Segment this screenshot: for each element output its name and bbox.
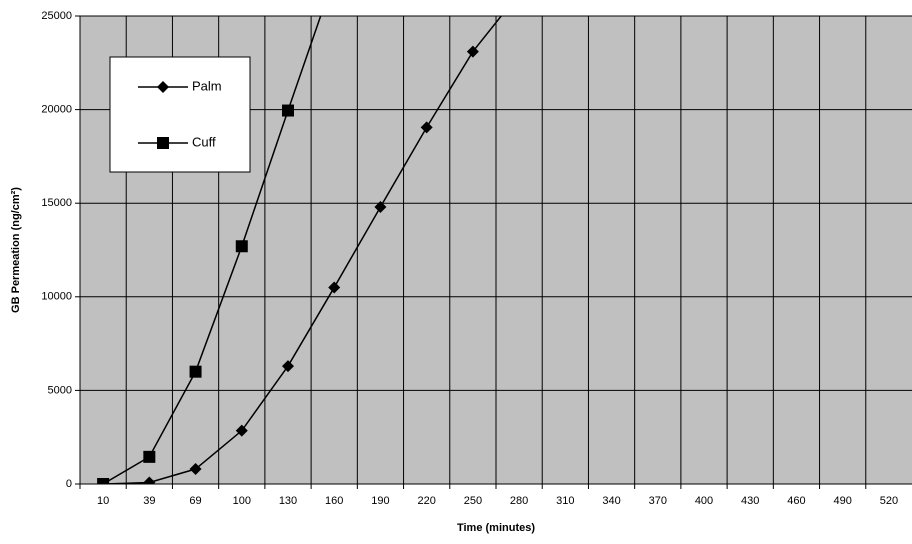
marker [157, 137, 169, 149]
legend [109, 56, 251, 173]
legend-label: Cuff [192, 134, 216, 149]
marker [235, 424, 248, 437]
x-tick-label: 69 [189, 495, 201, 507]
series-line [102, 16, 322, 484]
marker [189, 463, 202, 476]
x-tick-label: 490 [833, 495, 851, 507]
x-tick-label: 520 [880, 495, 898, 507]
y-tick-label: 20000 [41, 104, 72, 116]
x-tick-label: 430 [741, 495, 759, 507]
marker [157, 81, 169, 93]
x-tick-label: 340 [602, 495, 620, 507]
plot-series [97, 16, 503, 484]
legend-label: Palm [192, 78, 222, 93]
y-axis-label: GB Permeation (ng/cm²) [10, 187, 22, 313]
marker [420, 121, 433, 134]
marker [282, 104, 294, 117]
x-tick-label: 370 [649, 495, 667, 507]
y-tick-label: 5000 [48, 384, 72, 396]
marker [235, 240, 248, 253]
x-tick-label: 160 [325, 495, 343, 507]
marker [189, 365, 202, 378]
x-tick-label: 310 [556, 495, 574, 507]
marker [143, 450, 156, 463]
y-tick-label: 15000 [41, 197, 72, 209]
marker [282, 360, 294, 373]
x-axis-label: Time (minutes) [457, 522, 535, 534]
series-line [103, 16, 503, 484]
x-tick-label: 130 [279, 495, 297, 507]
x-tick-label: 460 [787, 495, 805, 507]
x-tick-label: 280 [510, 495, 528, 507]
x-tick-label: 220 [417, 495, 435, 507]
marker [328, 281, 341, 294]
y-tick-label: 10000 [41, 291, 72, 303]
marker [374, 200, 387, 213]
x-tick-label: 190 [371, 495, 389, 507]
x-tick-label: 39 [143, 495, 155, 507]
marker [466, 45, 479, 58]
x-tick-label: 100 [233, 495, 251, 507]
x-tick-label: 10 [97, 495, 109, 507]
y-tick-label: 25000 [41, 10, 72, 22]
y-tick-label: 0 [66, 478, 72, 490]
x-tick-label: 400 [695, 495, 713, 507]
marker [97, 478, 110, 484]
marker [143, 476, 156, 484]
x-tick-label: 250 [464, 495, 482, 507]
